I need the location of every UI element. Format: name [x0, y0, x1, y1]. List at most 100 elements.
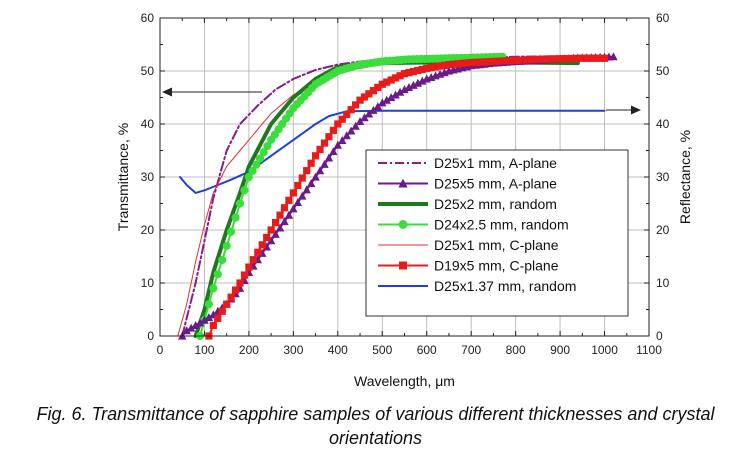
data-point-square [467, 58, 475, 67]
data-point-square [414, 66, 422, 75]
x-tick-label: 1000 [591, 343, 618, 357]
data-point-square [516, 56, 524, 64]
data-point-square [534, 55, 542, 63]
legend: D25x1 mm, A-plane D25x5 mm, A-plane D25x2 … [365, 149, 629, 317]
data-point-triangle [302, 185, 311, 194]
data-point-square [303, 167, 311, 175]
data-point-triangle [200, 315, 209, 324]
data-point-square [267, 226, 275, 234]
data-point-square [316, 145, 324, 154]
data-point-square [338, 115, 346, 123]
y2-tick-label: 50 [656, 64, 670, 78]
data-point-triangle [293, 198, 303, 207]
data-point-square [276, 211, 284, 219]
data-point-square [294, 181, 302, 190]
data-point-square [445, 61, 453, 69]
x-tick-label: 400 [328, 343, 348, 357]
data-point-square [285, 196, 293, 204]
data-point-square [360, 93, 369, 101]
data-point-triangle [306, 178, 316, 187]
data-point-square [396, 72, 404, 80]
series-6 [179, 109, 606, 194]
data-point-square [399, 261, 407, 270]
legend-entry-label: D24x2.5 mm, random [434, 217, 569, 233]
data-point-square [600, 54, 609, 62]
x-tick-label: 700 [461, 343, 481, 357]
data-point-square [374, 83, 382, 92]
data-point-square [320, 139, 329, 147]
data-point-circle [222, 241, 231, 250]
data-point-square [538, 55, 546, 63]
data-point-square [289, 189, 297, 197]
data-point-triangle [342, 131, 351, 140]
data-point-triangle [418, 76, 427, 85]
data-point-square [583, 54, 591, 62]
y-tick-label: 40 [141, 117, 155, 131]
series-line [179, 109, 606, 194]
y2-tick-label: 20 [656, 223, 670, 237]
data-point-circle [240, 186, 249, 195]
data-point-triangle [289, 204, 298, 213]
data-point-square [436, 62, 444, 70]
data-point-square [463, 59, 471, 67]
data-point-triangle [400, 85, 409, 94]
data-point-square [458, 59, 466, 67]
data-point-square [587, 54, 595, 62]
transmittance-axis-arrow [162, 87, 262, 97]
data-point-triangle [391, 90, 400, 99]
legend-entry-label: D25x2 mm, random [434, 196, 557, 212]
data-point-square [347, 106, 355, 114]
data-point-square [454, 60, 462, 68]
data-point-square [556, 55, 564, 63]
data-point-square [529, 55, 538, 64]
data-point-circle [204, 300, 213, 309]
data-point-square [449, 60, 457, 68]
data-point-circle [255, 154, 265, 163]
data-point-square [254, 248, 262, 256]
data-point-triangle [369, 105, 378, 114]
data-point-triangle [333, 140, 343, 149]
y2-axis-label: Reflectance, % [677, 130, 693, 224]
data-point-triangle [320, 159, 329, 168]
data-point-circle [244, 172, 254, 182]
y-tick-label: 20 [141, 223, 155, 237]
data-point-circle [231, 213, 240, 222]
data-point-square [480, 58, 489, 66]
data-point-square [525, 56, 533, 64]
y2-tick-label: 40 [656, 117, 670, 131]
data-point-triangle [262, 242, 271, 251]
data-point-square [489, 57, 498, 66]
data-point-circle [213, 270, 222, 279]
data-point-triangle [364, 109, 374, 118]
data-point-square [369, 87, 377, 95]
data-point-square [231, 286, 240, 294]
reflectance-axis-arrow [606, 105, 641, 115]
data-point-square [387, 76, 395, 84]
y2-tick-label: 60 [656, 11, 670, 25]
data-point-square [214, 314, 222, 322]
data-point-triangle [311, 172, 320, 181]
x-axis-label: Wavelength, μm [354, 373, 455, 389]
y2-tick-label: 0 [656, 329, 663, 343]
legend-entry-label: D25x1 mm, C-plane [434, 237, 559, 253]
data-point-square [427, 64, 435, 72]
data-point-triangle [266, 236, 276, 245]
data-point-triangle [182, 326, 191, 335]
data-point-square [574, 54, 582, 62]
data-point-triangle [351, 121, 360, 130]
x-tick-label: 0 [157, 343, 164, 357]
y-axis-label: Transmittance, % [115, 123, 131, 231]
data-point-triangle [355, 116, 365, 125]
data-point-square [218, 307, 226, 315]
data-point-square [400, 70, 409, 78]
data-point-square [472, 58, 480, 66]
data-point-square [432, 63, 440, 71]
data-point-triangle [275, 223, 285, 232]
data-point-square [325, 133, 333, 141]
data-point-square [240, 271, 249, 279]
data-point-square [258, 241, 266, 249]
x-tick-label: 300 [283, 343, 303, 357]
y2-tick-label: 10 [656, 276, 670, 290]
